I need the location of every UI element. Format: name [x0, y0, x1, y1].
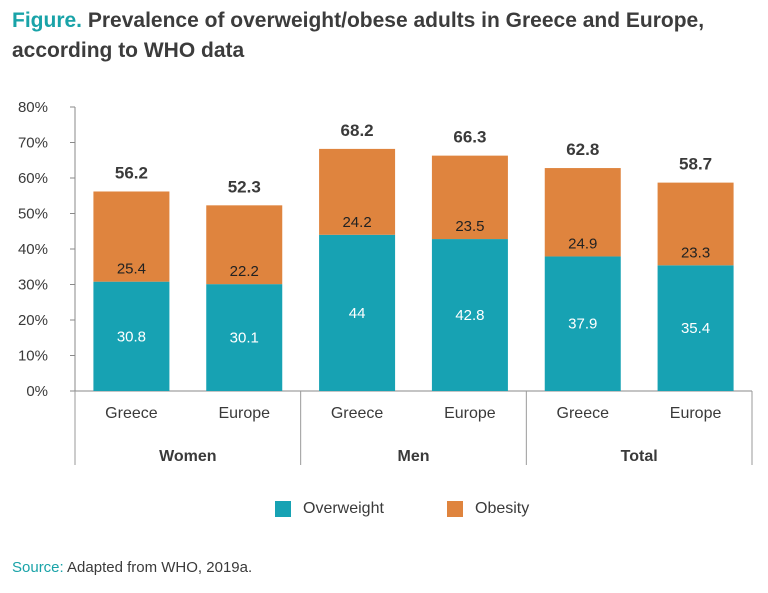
y-tick-label: 20%	[18, 312, 48, 329]
source-label: Source:	[12, 559, 64, 576]
category-label-6: Europe	[670, 405, 722, 422]
bar-obesity-1	[93, 191, 170, 282]
category-label-3: Greece	[331, 405, 384, 422]
figure-label: Figure.	[12, 9, 83, 32]
label-overweight-2: 30.1	[230, 330, 259, 347]
bar-overweight-2	[206, 284, 283, 391]
label-overweight-5: 37.9	[568, 316, 597, 333]
label-overweight-6: 35.4	[681, 320, 710, 337]
source-note: Source: Adapted from WHO, 2019a.	[12, 559, 252, 576]
label-overweight-3: 44	[349, 305, 366, 322]
source-text: Adapted from WHO, 2019a.	[67, 559, 253, 576]
y-tick-label: 0%	[26, 383, 48, 400]
label-total-6: 58.7	[679, 155, 712, 174]
bar-overweight-5	[544, 256, 621, 391]
y-tick-label: 80%	[18, 99, 48, 116]
bar-overweight-4	[431, 239, 508, 391]
bar-overweight-1	[93, 281, 170, 391]
category-label-1: Greece	[105, 405, 158, 422]
label-total-1: 56.2	[115, 163, 148, 182]
legend-label-overweight: Overweight	[303, 500, 384, 517]
label-overweight-1: 30.8	[117, 328, 146, 345]
label-total-3: 68.2	[341, 121, 374, 140]
category-label-5: Greece	[557, 405, 610, 422]
label-obesity-6: 23.3	[681, 244, 710, 261]
y-tick-label: 70%	[18, 135, 48, 152]
y-tick-label: 30%	[18, 277, 48, 294]
group-label-total: Total	[621, 448, 658, 465]
label-obesity-5: 24.9	[568, 235, 597, 252]
bar-obesity-4	[431, 155, 508, 240]
y-tick-label: 50%	[18, 206, 48, 223]
stacked-bar-chart: 0% 10% 20% 30% 40% 50% 60% 70% 80% 30.8 25.4 56.2 Gr…	[18, 99, 753, 465]
y-tick-label: 10%	[18, 348, 48, 365]
bar-obesity-5	[544, 168, 621, 257]
label-overweight-4: 42.8	[455, 307, 484, 324]
group-label-men: Men	[398, 448, 430, 465]
bar-overweight-3	[319, 234, 396, 391]
label-obesity-3: 24.2	[342, 214, 371, 231]
legend: Overweight Obesity	[0, 500, 768, 522]
title-text: Prevalence of overweight/obese adults in…	[12, 9, 705, 62]
legend-swatch-obesity	[447, 501, 463, 517]
bar-obesity-3	[319, 148, 396, 235]
label-obesity-1: 25.4	[117, 261, 146, 278]
category-label-2: Europe	[218, 405, 270, 422]
legend-swatch-overweight	[275, 501, 291, 517]
y-tick-label: 60%	[18, 170, 48, 187]
group-label-women: Women	[159, 448, 216, 465]
legend-label-obesity: Obesity	[475, 500, 530, 517]
y-tick-label: 40%	[18, 241, 48, 258]
legend-item-obesity: Obesity	[447, 500, 529, 518]
category-label-4: Europe	[444, 405, 496, 422]
label-obesity-4: 23.5	[455, 218, 484, 235]
bar-obesity-6	[657, 182, 734, 266]
bar-overweight-6	[657, 265, 734, 391]
chart-title: Figure. Prevalence of overweight/obese a…	[12, 6, 752, 66]
label-total-4: 66.3	[453, 128, 486, 147]
legend-item-overweight: Overweight	[275, 500, 384, 518]
bar-obesity-2	[206, 205, 283, 285]
label-total-5: 62.8	[566, 140, 599, 159]
label-obesity-2: 22.2	[230, 263, 259, 280]
label-total-2: 52.3	[228, 177, 261, 196]
